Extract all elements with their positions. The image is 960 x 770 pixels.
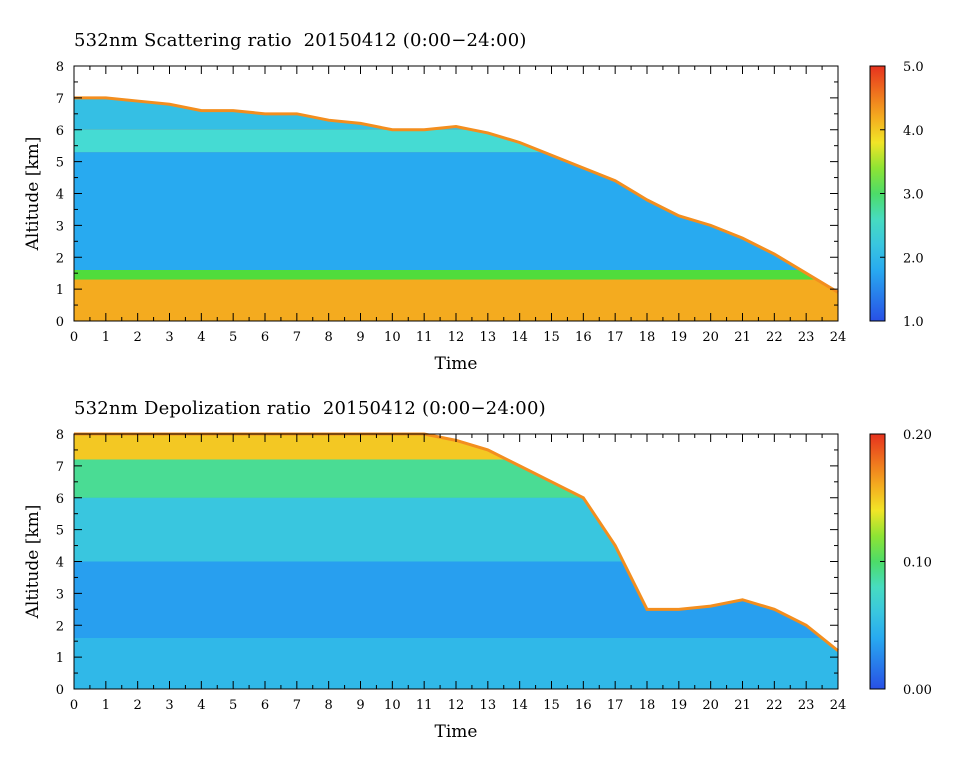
scattering-ratio-panel: 532nm Scattering ratio 20150412 (0:00−24… bbox=[23, 30, 924, 374]
x-tick-label: 8 bbox=[325, 698, 333, 713]
x-tick-label: 18 bbox=[639, 330, 656, 345]
colorbar-tick-label: 0.00 bbox=[903, 683, 932, 698]
x-tick-label: 1 bbox=[102, 330, 110, 345]
x-tick-label: 5 bbox=[229, 698, 237, 713]
x-tick-label: 23 bbox=[798, 698, 815, 713]
x-tick-label: 2 bbox=[134, 698, 142, 713]
colorbar-tick-label: 0.20 bbox=[903, 428, 932, 443]
x-tick-label: 17 bbox=[607, 330, 624, 345]
y-axis-title: Altitude [km] bbox=[23, 505, 43, 620]
x-tick-label: 17 bbox=[607, 698, 624, 713]
x-tick-label: 24 bbox=[830, 330, 847, 345]
y-tick-label: 5 bbox=[56, 156, 64, 171]
depolarization-ratio-chart: 0 1 2 3 4 5 6 7 8 9 10 11 12 13 14 15 16 17 18 19 20 21 22 23 24… bbox=[23, 428, 932, 742]
x-tick-label: 23 bbox=[798, 330, 815, 345]
x-tick-label: 15 bbox=[543, 698, 560, 713]
colorbar-tick-label: 2.0 bbox=[903, 251, 924, 266]
x-tick-label: 15 bbox=[543, 330, 560, 345]
y-tick-label: 0 bbox=[56, 315, 64, 330]
x-tick-label: 4 bbox=[197, 698, 205, 713]
depolarization-ratio-panel: 532nm Depolization ratio 20150412 (0:00−… bbox=[0, 368, 960, 753]
x-tick-label: 7 bbox=[293, 698, 301, 713]
x-tick-label: 16 bbox=[575, 698, 592, 713]
x-tick-label: 11 bbox=[416, 330, 433, 345]
x-tick-label: 14 bbox=[511, 698, 528, 713]
x-tick-label: 12 bbox=[448, 330, 465, 345]
heatmap-layer bbox=[74, 638, 838, 685]
x-tick-label: 0 bbox=[70, 330, 78, 345]
x-tick-label: 21 bbox=[734, 698, 751, 713]
x-tick-label: 3 bbox=[165, 698, 173, 713]
x-tick-label: 18 bbox=[639, 698, 656, 713]
x-tick-label: 5 bbox=[229, 330, 237, 345]
x-tick-label: 20 bbox=[702, 330, 719, 345]
scattering-ratio-chart: 0 1 2 3 4 5 6 7 8 9 10 11 12 13 14 15 16 17 18 19 20 21 22 23 24… bbox=[23, 60, 924, 374]
x-tick-label: 6 bbox=[261, 698, 269, 713]
x-tick-label: 19 bbox=[671, 330, 688, 345]
y-tick-label: 6 bbox=[56, 124, 64, 139]
x-tick-label: 8 bbox=[325, 330, 333, 345]
x-tick-label: 9 bbox=[356, 698, 364, 713]
y-tick-label: 0 bbox=[56, 683, 64, 698]
y-tick-label: 8 bbox=[56, 428, 64, 443]
x-tick-label: 10 bbox=[384, 698, 401, 713]
x-tick-label: 20 bbox=[702, 698, 719, 713]
x-tick-label: 24 bbox=[830, 698, 847, 713]
x-tick-label: 21 bbox=[734, 330, 751, 345]
x-tick-label: 13 bbox=[480, 330, 497, 345]
cloud-top-edge bbox=[74, 96, 839, 294]
x-tick-label: 14 bbox=[511, 330, 528, 345]
x-axis-title: Time bbox=[435, 354, 478, 374]
colorbar-tick-label: 5.0 bbox=[903, 60, 924, 75]
y-tick-label: 4 bbox=[56, 188, 64, 203]
chart-title: 532nm Scattering ratio 20150412 (0:00−24… bbox=[74, 30, 527, 51]
colorbar-tick-label: 0.10 bbox=[903, 556, 932, 571]
x-tick-label: 22 bbox=[766, 698, 783, 713]
x-tick-label: 6 bbox=[261, 330, 269, 345]
x-tick-label: 22 bbox=[766, 330, 783, 345]
x-tick-label: 11 bbox=[416, 698, 433, 713]
colorbar-tick-label: 3.0 bbox=[903, 188, 924, 203]
y-tick-label: 2 bbox=[56, 251, 64, 266]
y-tick-label: 3 bbox=[56, 587, 64, 602]
y-tick-label: 1 bbox=[56, 283, 64, 298]
x-tick-label: 2 bbox=[134, 330, 142, 345]
y-tick-label: 1 bbox=[56, 651, 64, 666]
x-tick-label: 1 bbox=[102, 698, 110, 713]
y-tick-label: 6 bbox=[56, 492, 64, 507]
y-tick-label: 3 bbox=[56, 219, 64, 234]
x-tick-label: 19 bbox=[671, 698, 688, 713]
x-tick-label: 7 bbox=[293, 330, 301, 345]
x-axis-title: Time bbox=[435, 722, 478, 742]
x-tick-label: 12 bbox=[448, 698, 465, 713]
x-tick-label: 9 bbox=[356, 330, 364, 345]
x-tick-label: 4 bbox=[197, 330, 205, 345]
x-tick-label: 13 bbox=[480, 698, 497, 713]
y-tick-label: 7 bbox=[56, 460, 64, 475]
chart-title: 532nm Depolization ratio 20150412 (0:00−… bbox=[74, 398, 546, 419]
colorbar-tick-label: 1.0 bbox=[903, 315, 924, 330]
y-tick-label: 5 bbox=[56, 524, 64, 539]
heatmap-layer bbox=[74, 279, 838, 315]
heatmap-layer bbox=[74, 270, 838, 280]
y-tick-label: 4 bbox=[56, 556, 64, 571]
colorbar-tick-label: 4.0 bbox=[903, 124, 924, 139]
y-tick-label: 7 bbox=[56, 92, 64, 107]
x-tick-label: 10 bbox=[384, 330, 401, 345]
x-tick-label: 3 bbox=[165, 330, 173, 345]
y-axis-title: Altitude [km] bbox=[23, 137, 43, 252]
x-tick-label: 0 bbox=[70, 698, 78, 713]
x-tick-label: 16 bbox=[575, 330, 592, 345]
y-tick-label: 2 bbox=[56, 619, 64, 634]
y-tick-label: 8 bbox=[56, 60, 64, 75]
